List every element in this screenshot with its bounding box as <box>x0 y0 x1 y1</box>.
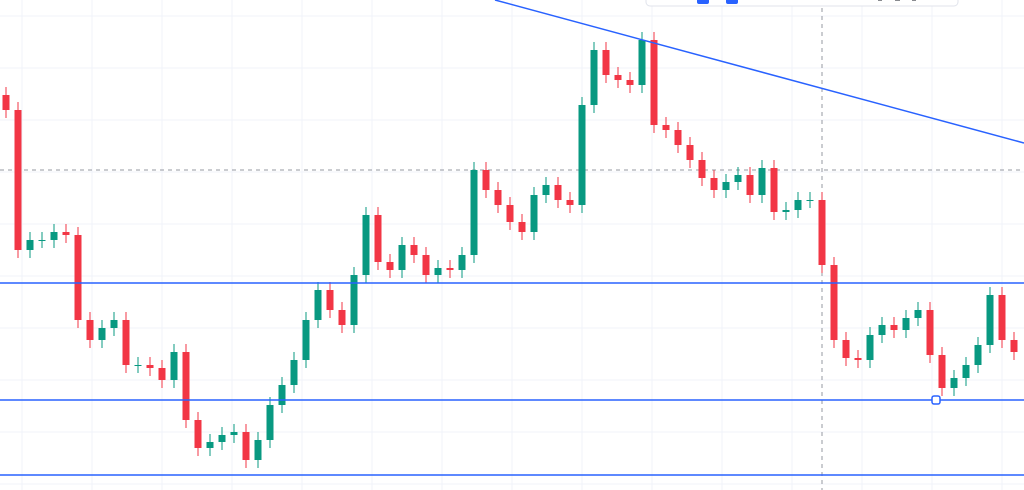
candle-body <box>902 318 910 330</box>
candle-body <box>386 262 394 270</box>
candle-body <box>926 310 934 355</box>
candle-body <box>98 328 106 340</box>
candle-body <box>170 352 178 380</box>
candle-body <box>914 310 922 318</box>
candle-body <box>338 310 346 325</box>
candle-body <box>722 182 730 190</box>
candle-body <box>14 110 22 250</box>
candle-body <box>314 290 322 320</box>
candle-body <box>614 75 622 80</box>
candle-body <box>1010 340 1018 352</box>
candle-body <box>86 320 94 340</box>
candle-body <box>38 240 46 241</box>
candle-body <box>746 175 754 195</box>
candle-body <box>518 222 526 232</box>
candle-body <box>230 432 238 435</box>
candle-body <box>206 442 214 448</box>
candle-body <box>326 290 334 310</box>
candle-body <box>62 232 70 235</box>
candle-body <box>530 195 538 232</box>
candle-body <box>578 105 586 205</box>
candle-body <box>470 170 478 255</box>
toolbar-button[interactable] <box>726 0 738 4</box>
candle-body <box>398 245 406 270</box>
candle-body <box>362 215 370 275</box>
candle-body <box>110 320 118 328</box>
candle-body <box>878 325 886 335</box>
candle-body <box>890 325 898 330</box>
candle-body <box>758 168 766 195</box>
candle-body <box>410 245 418 255</box>
candle-body <box>74 235 82 320</box>
candle-body <box>242 432 250 460</box>
candle-body <box>482 170 490 190</box>
candle-body <box>710 178 718 190</box>
candle-body <box>434 268 442 275</box>
toolbar[interactable] <box>645 0 959 7</box>
candle-body <box>938 355 946 388</box>
candles <box>2 32 1018 468</box>
candle-body <box>626 80 634 85</box>
candle-body <box>278 385 286 405</box>
candle-body <box>494 190 502 205</box>
candle-body <box>974 345 982 365</box>
candle-body <box>590 50 598 105</box>
candle-body <box>698 160 706 178</box>
candle-body <box>446 268 454 270</box>
candle-body <box>962 365 970 378</box>
candle-body <box>854 358 862 360</box>
candle-body <box>350 275 358 325</box>
candle-body <box>866 335 874 360</box>
candle-body <box>566 200 574 205</box>
candle-body <box>818 200 826 265</box>
candle-body <box>254 440 262 460</box>
drawings <box>0 0 1024 476</box>
candle-body <box>782 210 790 212</box>
candle-body <box>194 420 202 448</box>
candle-body <box>218 435 226 442</box>
candle-body <box>638 40 646 85</box>
candle-body <box>122 320 130 365</box>
candle-body <box>542 185 550 195</box>
candle-body <box>602 50 610 75</box>
candle-body <box>422 255 430 275</box>
candle-body <box>134 365 142 366</box>
candle-body <box>374 215 382 262</box>
candle-body <box>674 130 682 145</box>
candle-body <box>794 200 802 210</box>
trend-line <box>494 0 1024 144</box>
candle-body <box>146 365 154 368</box>
toolbar-panel <box>645 0 959 7</box>
anchor-handle[interactable] <box>931 395 941 405</box>
candle-body <box>158 368 166 380</box>
candle-body <box>998 295 1006 340</box>
candle-body <box>50 232 58 240</box>
candle-body <box>290 360 298 385</box>
candle-body <box>686 145 694 160</box>
candle-body <box>506 205 514 222</box>
candle-body <box>302 320 310 360</box>
toolbar-button[interactable] <box>697 0 709 4</box>
candle-body <box>734 175 742 182</box>
candle-body <box>26 240 34 250</box>
candle-body <box>806 200 814 201</box>
candle-body <box>266 405 274 440</box>
candle-body <box>2 95 10 110</box>
candle-body <box>950 378 958 388</box>
candle-body <box>650 40 658 125</box>
candle-body <box>182 352 190 420</box>
candle-body <box>554 185 562 200</box>
candle-body <box>770 168 778 212</box>
candle-body <box>458 255 466 270</box>
candle-body <box>662 125 670 130</box>
candle-body <box>986 295 994 345</box>
candle-body <box>830 265 838 340</box>
candle-body <box>842 340 850 358</box>
